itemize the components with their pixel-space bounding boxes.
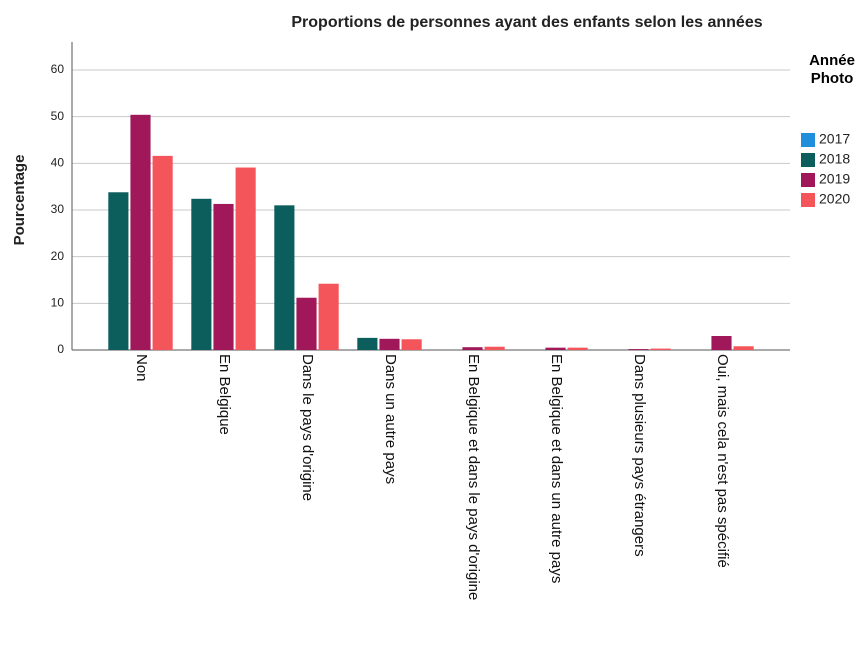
bar [545, 347, 566, 350]
bar [235, 167, 256, 350]
bar [711, 336, 732, 350]
x-tick-label: Dans le pays d'origine [299, 354, 316, 502]
bar [733, 346, 754, 350]
bar [462, 347, 483, 350]
y-tick-label: 40 [51, 156, 65, 170]
legend-swatch [801, 173, 815, 187]
bar [152, 155, 173, 350]
bar [401, 339, 422, 350]
bar [130, 114, 151, 350]
x-tick-label: Oui, mais cela n'est pas spécifié [714, 354, 731, 568]
bar [567, 347, 588, 350]
x-tick-label: En Belgique [216, 354, 233, 435]
bar [213, 203, 234, 350]
bar [628, 349, 649, 350]
legend-swatch [801, 193, 815, 207]
x-tick-label: Dans un autre pays [382, 354, 399, 485]
legend-label: 2017 [819, 131, 850, 147]
legend-label: 2019 [819, 171, 850, 187]
bar [274, 205, 295, 350]
x-tick-label: Dans plusieurs pays étrangers [631, 354, 648, 557]
x-tick-label: En Belgique et dans le pays d'origine [465, 354, 482, 601]
bar [379, 338, 400, 350]
legend-label: 2018 [819, 151, 850, 167]
chart-title: Proportions de personnes ayant des enfan… [291, 14, 762, 31]
y-tick-label: 60 [51, 62, 65, 76]
bar [484, 346, 505, 350]
bar [318, 283, 339, 350]
y-tick-label: 0 [57, 342, 64, 356]
bar [191, 198, 212, 350]
bar [357, 337, 378, 350]
bar [296, 297, 317, 350]
y-tick-label: 20 [51, 249, 65, 263]
y-axis-label: Pourcentage [11, 155, 28, 246]
bar [650, 348, 671, 350]
x-tick-label: Non [133, 354, 150, 382]
legend-swatch [801, 153, 815, 167]
legend-label: 2020 [819, 191, 850, 207]
y-tick-label: 50 [51, 109, 65, 123]
legend-title: Année Photo [809, 52, 855, 87]
bar [108, 192, 129, 350]
x-tick-label: En Belgique et dans un autre pays [548, 354, 565, 584]
y-tick-label: 30 [51, 202, 65, 216]
legend-swatch [801, 133, 815, 147]
y-tick-label: 10 [51, 296, 65, 310]
